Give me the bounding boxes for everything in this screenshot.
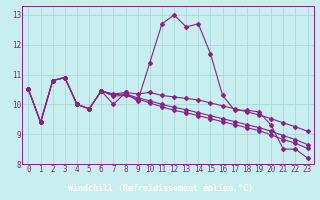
Text: Windchill (Refroidissement éolien,°C): Windchill (Refroidissement éolien,°C) (68, 184, 252, 193)
